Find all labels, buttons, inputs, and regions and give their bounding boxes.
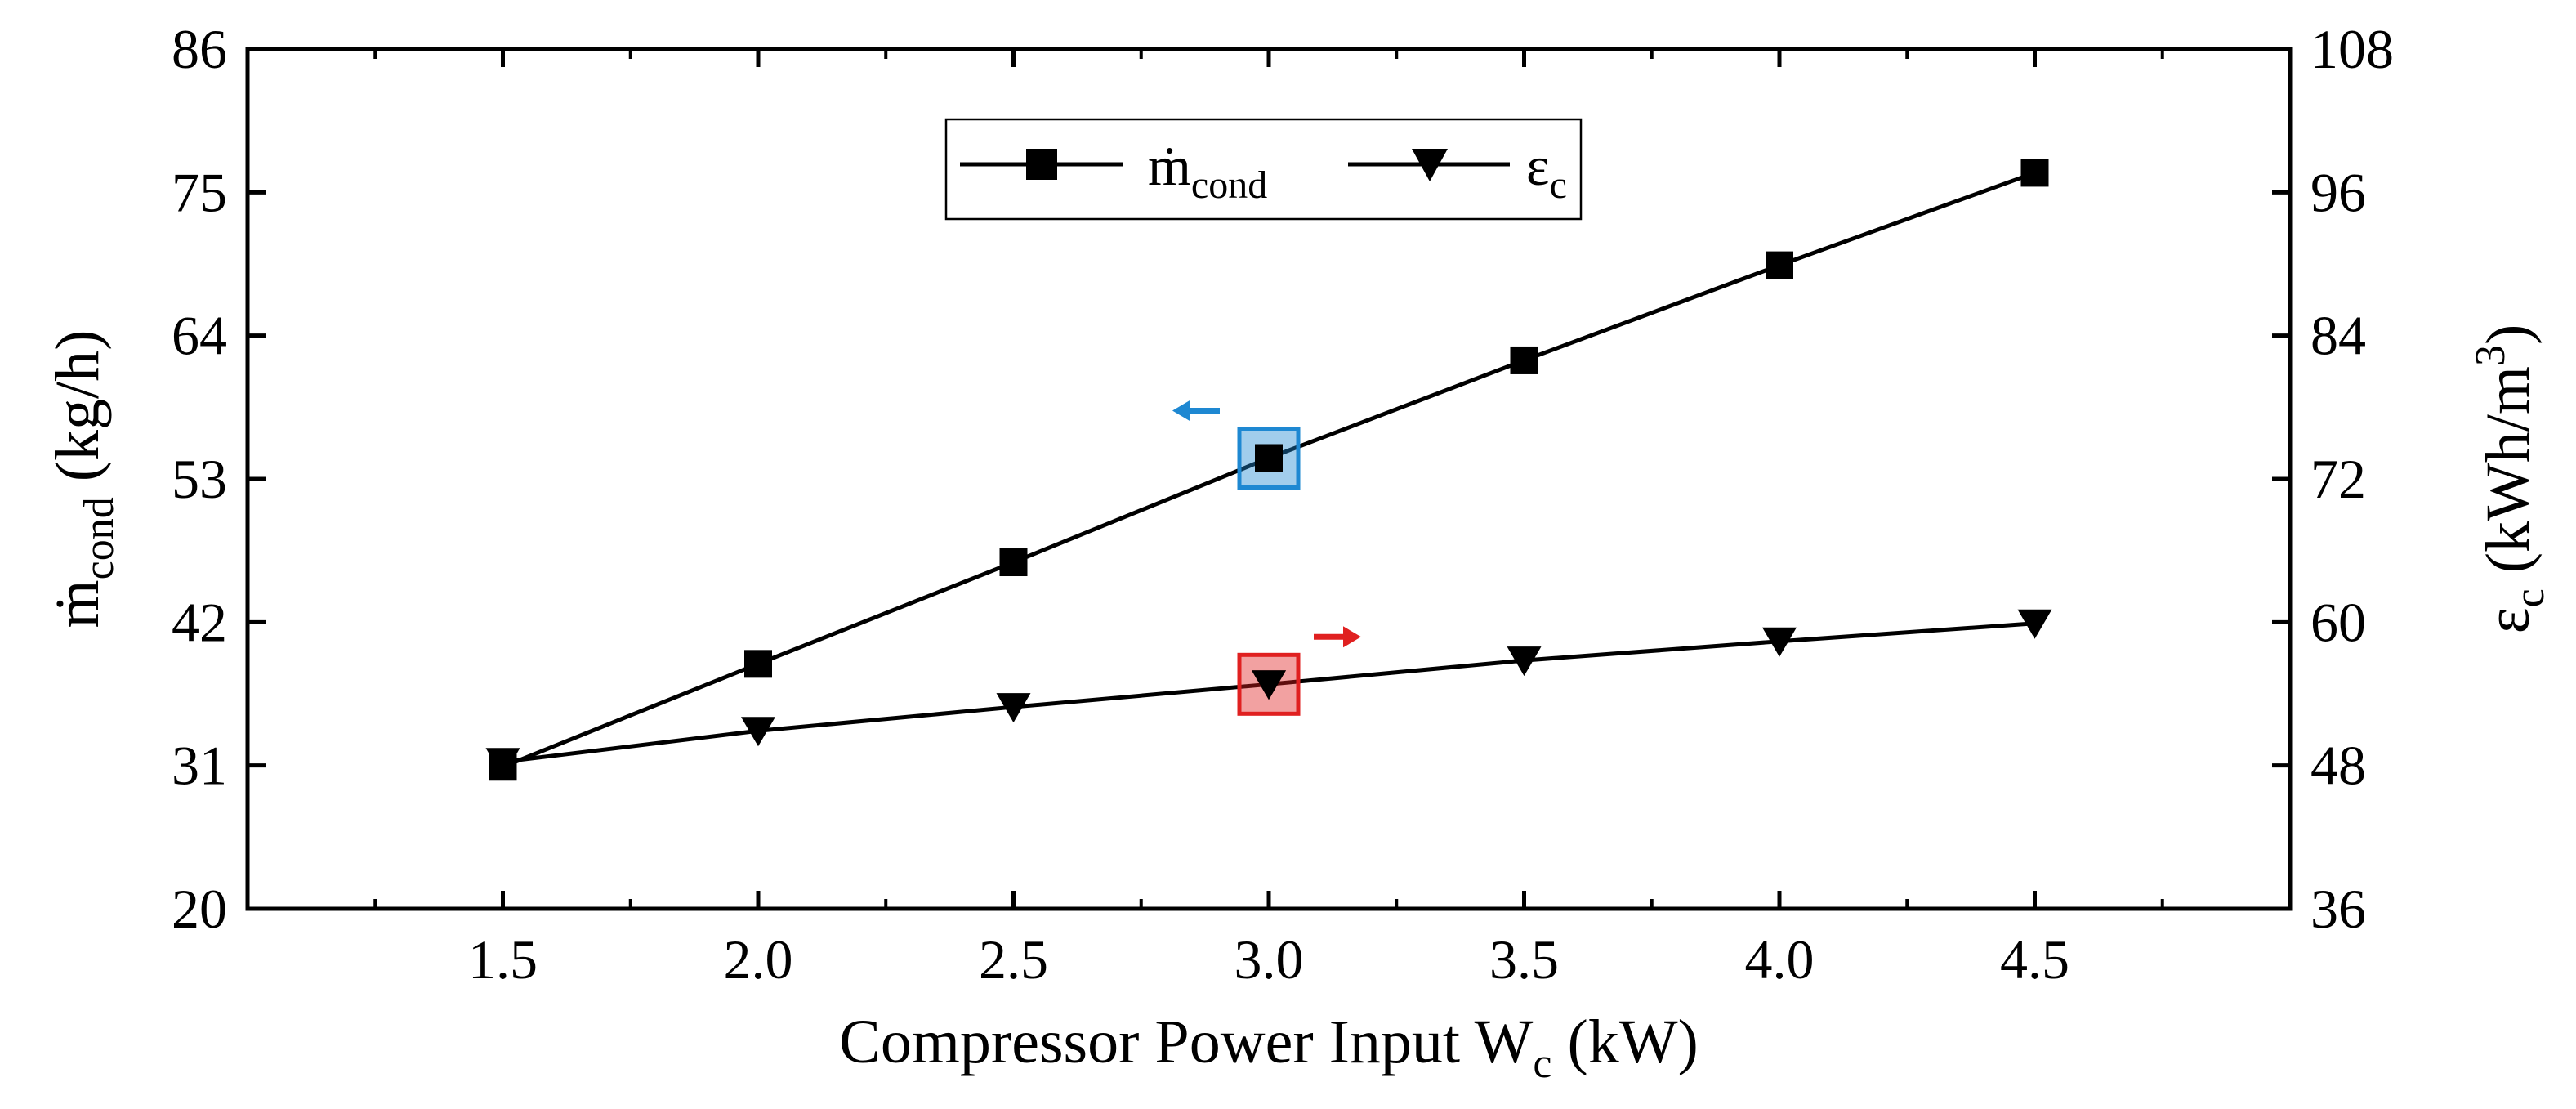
y-left-tick-label: 53 [172, 448, 227, 510]
legend-label-epsilon: εc [1526, 135, 1567, 207]
data-point-triangle [741, 717, 775, 747]
highlighted-point-triangle [1252, 670, 1286, 700]
highlighted-point-square [1255, 444, 1283, 472]
x-tick-label: 2.0 [724, 928, 793, 990]
y-left-tick-label: 31 [172, 735, 227, 797]
data-point-triangle [1762, 627, 1797, 657]
highlight-layer [1172, 400, 1361, 716]
y-right-tick-label: 36 [2310, 878, 2366, 940]
y-right-tick-label: 60 [2310, 591, 2366, 653]
left-axis-arrow-icon [1172, 400, 1190, 422]
label-layer: 1.5 2.0 2.5 3.0 3.5 4.0 4.5 20 31 42 53 64 75 86 36 48 6… [172, 18, 2394, 990]
x-tick-label: 2.5 [979, 928, 1048, 990]
data-point-triangle [2017, 609, 2052, 639]
data-point-triangle [485, 748, 520, 778]
y-right-axis-title: εc (kWh/m3) [2467, 324, 2553, 634]
data-point-triangle [996, 693, 1031, 723]
data-point-square [2020, 159, 2049, 187]
y-left-tick-label: 75 [172, 161, 227, 223]
y-right-tick-label: 72 [2310, 448, 2366, 510]
y-right-tick-label: 48 [2310, 735, 2366, 797]
y-left-axis-title: ṁcond (kg/h) [43, 330, 123, 628]
x-tick-label: 4.0 [1745, 928, 1815, 990]
data-point-square [999, 548, 1028, 577]
y-right-tick-label: 96 [2310, 161, 2366, 223]
legend-marker-triangle [1412, 149, 1448, 181]
y-left-tick-label: 42 [172, 591, 227, 653]
y-right-tick-label: 108 [2310, 18, 2394, 80]
y-left-tick-label: 86 [172, 18, 227, 80]
legend: ṁcond εc [944, 118, 1583, 221]
y-left-tick-label: 64 [172, 305, 227, 367]
data-point-square [1510, 346, 1538, 374]
plot-frame [245, 47, 2293, 911]
y-right-tick-label: 84 [2310, 305, 2366, 367]
legend-item-epsilon: εc [1348, 135, 1567, 207]
x-tick-label: 3.0 [1234, 928, 1304, 990]
data-point-triangle [1507, 646, 1542, 677]
x-axis-title: Compressor Power Input Wc (kW) [839, 1008, 1699, 1087]
x-tick-label: 1.5 [468, 928, 538, 990]
x-tick-label: 3.5 [1489, 928, 1559, 990]
right-axis-arrow-icon [1343, 626, 1361, 648]
legend-marker-square [1026, 149, 1057, 180]
legend-item-mcond: ṁcond [960, 135, 1267, 207]
legend-label-mcond: ṁcond [1148, 135, 1267, 207]
x-tick-label: 4.5 [2000, 928, 2069, 990]
y-left-tick-label: 20 [172, 878, 227, 940]
data-point-square [744, 650, 772, 678]
data-point-square [1766, 251, 1793, 279]
